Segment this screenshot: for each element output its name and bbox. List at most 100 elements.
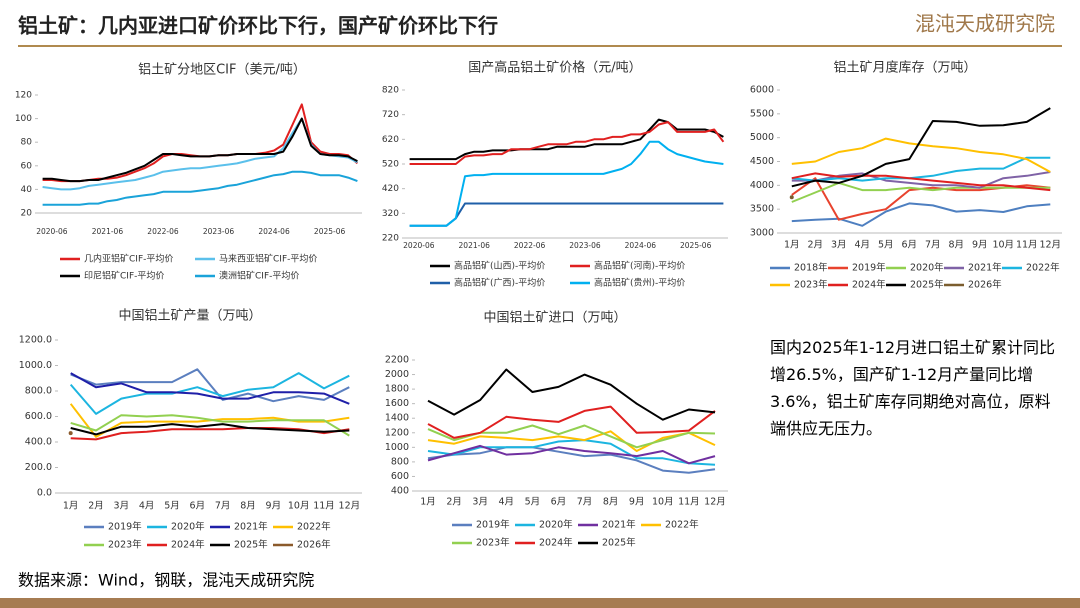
- y-tick-label: 5000: [750, 132, 774, 143]
- line: [791, 202, 1051, 227]
- legend-label: 高品铝矿(河南)-平均价: [594, 260, 685, 272]
- y-tick-label: 80: [21, 138, 33, 148]
- x-tick-label: 2月: [88, 501, 104, 512]
- y-tick-label: 2200: [385, 355, 409, 366]
- y-tick-label: 6000: [750, 85, 774, 96]
- note: 国内2025年1-12月进口铝土矿累计同比增26.5%，国产矿1-12月产量同比…: [770, 338, 1056, 438]
- line: [42, 117, 358, 183]
- logo: 混沌天成研究院: [915, 12, 1055, 36]
- slide-title: 铝土矿：几内亚进口矿价环比下行，国产矿价环比下行: [18, 14, 498, 38]
- x-tick-label: 3月: [472, 497, 488, 508]
- legend-label: 2020年: [910, 262, 944, 274]
- y-tick-label: 1200.0: [19, 335, 52, 346]
- x-tick-label: 10月: [652, 497, 674, 508]
- footer-bar: [0, 598, 1080, 608]
- line: [409, 140, 724, 227]
- x-tick-label: 6月: [551, 497, 567, 508]
- x-tick-label: 2024-06: [258, 227, 290, 236]
- legend-label: 2021年: [968, 262, 1002, 274]
- x-tick-label: 2021-06: [92, 227, 124, 236]
- line: [791, 156, 1051, 182]
- line: [70, 368, 350, 403]
- y-tick-label: 1800: [385, 384, 409, 395]
- legend-label: 2023年: [794, 279, 828, 291]
- x-tick-label: 2025-06: [680, 241, 712, 250]
- x-tick-label: 2021-06: [459, 241, 491, 250]
- legend-label: 2020年: [539, 519, 573, 531]
- x-tick-label: 6月: [901, 240, 917, 251]
- x-tick-label: 8月: [240, 501, 256, 512]
- x-tick-label: 2020-06: [403, 241, 435, 250]
- y-tick-label: 3500: [750, 204, 774, 215]
- x-tick-label: 6月: [190, 501, 206, 512]
- chart-title: 中国铝土矿产量（万吨）: [118, 309, 261, 324]
- legend-label: 2018年: [794, 262, 828, 274]
- y-tick-label: 520: [382, 160, 399, 170]
- line: [791, 137, 1051, 173]
- y-tick-label: 1400: [385, 413, 409, 424]
- y-tick-label: 220: [382, 234, 399, 244]
- legend-label: 2019年: [476, 519, 510, 531]
- x-tick-label: 2月: [446, 497, 462, 508]
- line: [409, 121, 725, 165]
- x-tick-label: 1月: [784, 240, 800, 251]
- x-tick-label: 2025-06: [314, 227, 346, 236]
- y-tick-label: 1600: [385, 398, 409, 409]
- line: [791, 172, 1051, 192]
- y-tick-label: 0.0: [37, 488, 52, 499]
- legend-label: 几内亚铝矿CIF-平均价: [84, 253, 173, 265]
- x-tick-label: 9月: [629, 497, 645, 508]
- line: [427, 405, 716, 439]
- chart-title: 铝土矿分地区CIF（美元/吨）: [138, 63, 306, 78]
- legend-label: 2021年: [602, 519, 636, 531]
- y-tick-label: 800.0: [25, 386, 52, 397]
- y-tick-label: 1200: [385, 427, 409, 438]
- x-tick-label: 1月: [63, 501, 79, 512]
- line: [70, 423, 350, 436]
- x-tick-label: 3月: [831, 240, 847, 251]
- legend-label: 马来西亚铝矿CIF-平均价: [219, 253, 317, 265]
- x-tick-label: 12月: [1039, 240, 1061, 251]
- x-tick-label: 1月: [420, 497, 436, 508]
- y-tick-label: 400: [391, 486, 409, 497]
- y-tick-label: 120: [15, 91, 32, 101]
- legend-label: 2022年: [1026, 262, 1060, 274]
- legend-label: 2025年: [910, 279, 944, 291]
- y-tick-label: 4000: [750, 180, 774, 191]
- source: 数据来源：Wind，钢联，混沌天成研究院: [18, 571, 314, 590]
- line: [42, 117, 358, 191]
- x-tick-label: 12月: [704, 497, 726, 508]
- legend-label: 2026年: [297, 539, 331, 551]
- legend-label: 2019年: [108, 521, 142, 533]
- x-tick-label: 12月: [339, 501, 361, 512]
- y-tick-label: 2000: [385, 369, 409, 380]
- chart-title: 铝土矿月度库存（万吨）: [833, 60, 976, 76]
- x-tick-label: 4月: [854, 240, 870, 251]
- y-tick-label: 420: [382, 184, 399, 194]
- x-tick-label: 7月: [925, 240, 941, 251]
- y-tick-label: 40: [21, 185, 33, 195]
- line: [791, 107, 1051, 188]
- x-tick-label: 11月: [313, 501, 335, 512]
- x-tick-label: 4月: [139, 501, 155, 512]
- x-tick-label: 2020-06: [36, 227, 68, 236]
- x-tick-label: 4月: [499, 497, 515, 508]
- legend-label: 2024年: [171, 539, 205, 551]
- legend-label: 2022年: [665, 519, 699, 531]
- legend-label: 2025年: [602, 537, 636, 549]
- line: [69, 372, 350, 415]
- y-tick-label: 400.0: [25, 437, 52, 448]
- legend-label: 2025年: [234, 539, 268, 551]
- x-tick-label: 7月: [215, 501, 231, 512]
- legend-label: 2019年: [852, 262, 886, 274]
- y-tick-label: 1000.0: [19, 360, 52, 371]
- x-tick-label: 8月: [948, 240, 964, 251]
- x-tick-label: 9月: [266, 501, 282, 512]
- line: [42, 170, 358, 206]
- chart-title: 国产高品铝土矿价格（元/吨）: [468, 60, 641, 76]
- line: [409, 202, 724, 227]
- x-tick-label: 2022-06: [514, 241, 546, 250]
- y-tick-label: 200.0: [25, 462, 52, 473]
- line: [427, 430, 716, 452]
- y-tick-label: 800: [391, 456, 409, 467]
